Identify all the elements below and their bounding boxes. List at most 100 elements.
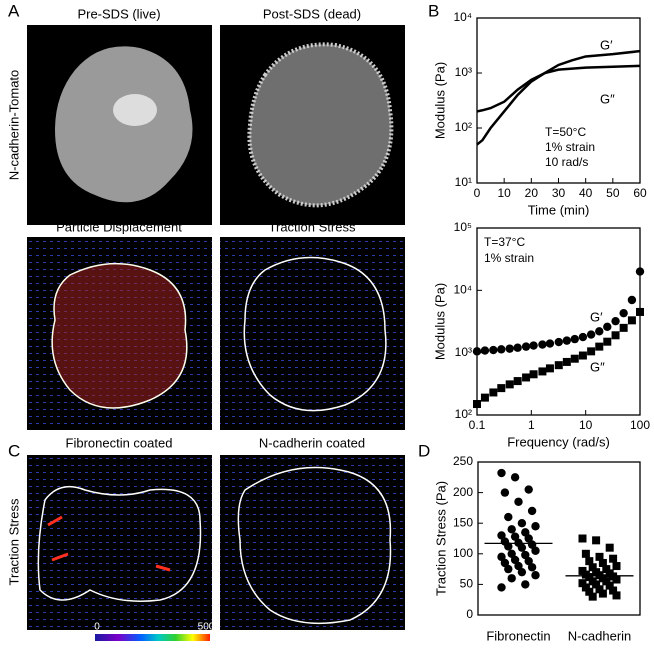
panel-label: B (428, 1, 439, 20)
point (507, 574, 516, 583)
x-tick-label: N-cadherin (568, 628, 632, 643)
vector-field (27, 455, 212, 630)
point (527, 540, 537, 549)
point (505, 344, 514, 353)
image-panels (27, 25, 405, 641)
point (554, 337, 563, 347)
point (578, 534, 587, 543)
point (570, 354, 579, 363)
row-label: N-cadherin-Tomato (6, 70, 21, 181)
point (531, 546, 540, 555)
point (588, 563, 597, 572)
point (500, 558, 510, 568)
point (609, 554, 618, 563)
plot-frame (476, 227, 641, 416)
point (570, 334, 579, 344)
point (612, 562, 621, 571)
annotation: T=50°C (545, 125, 586, 139)
point (545, 339, 555, 348)
point (581, 583, 590, 592)
annotation: T=37°C (484, 235, 525, 249)
x-tick-label: 0.1 (469, 418, 486, 432)
y-tick-label: 150 (453, 515, 473, 529)
point (612, 575, 621, 584)
image-title: Particle Displacement (56, 219, 182, 234)
point (521, 528, 530, 537)
point (507, 525, 516, 534)
point (554, 361, 563, 370)
x-tick-label: 10 (497, 186, 511, 200)
y-tick-label: 10³ (455, 345, 472, 359)
point (524, 534, 533, 543)
point (497, 384, 506, 393)
point (497, 552, 506, 562)
point (480, 393, 489, 402)
series-label: G″ (590, 359, 605, 374)
point (585, 587, 594, 596)
point (545, 364, 554, 373)
point (521, 580, 530, 589)
point (595, 327, 604, 336)
point (592, 536, 601, 545)
point (514, 561, 523, 571)
cell-outline (51, 262, 188, 409)
point (517, 567, 527, 577)
cell-outline (237, 466, 392, 625)
y-tick-label: 100 (453, 546, 473, 560)
image-title: Traction Stress (269, 219, 356, 234)
point (497, 531, 506, 540)
y-tick-label: 10² (455, 407, 472, 421)
point (602, 577, 611, 586)
point (586, 330, 596, 339)
colorbar-label: 500 (198, 622, 215, 633)
point (603, 337, 612, 346)
point (527, 506, 537, 516)
panel-label: A (8, 1, 20, 20)
point (513, 377, 522, 386)
point (619, 308, 628, 318)
x-tick-label: 10 (579, 418, 593, 432)
point (636, 307, 644, 316)
y-axis-label: Modulus (Pa) (432, 62, 447, 139)
point (595, 342, 604, 351)
point (489, 388, 498, 397)
arrows (47, 515, 171, 572)
point (497, 345, 506, 354)
vector-field (220, 237, 405, 430)
point (507, 549, 516, 558)
point (588, 592, 597, 601)
x-axis-label: Time (min) (528, 202, 590, 217)
point (602, 565, 611, 574)
series-label: G″ (600, 91, 615, 106)
point (489, 345, 498, 355)
point (609, 586, 618, 595)
y-tick-label: 10² (455, 120, 472, 134)
point (605, 581, 614, 590)
point (612, 591, 621, 600)
y-tick-label: 10⁵ (454, 220, 472, 234)
point (585, 573, 594, 582)
point (510, 555, 520, 565)
point (497, 468, 506, 478)
point (611, 316, 620, 326)
y-axis-label: Traction Stress (Pa) (433, 481, 448, 596)
x-tick-label: 50 (606, 186, 620, 200)
point (598, 589, 607, 598)
point (587, 347, 596, 356)
point (504, 564, 513, 574)
point (497, 583, 506, 592)
point (529, 370, 538, 379)
point (562, 336, 572, 345)
cell-outline (37, 485, 202, 602)
point (578, 351, 587, 360)
panel-label: C (8, 441, 20, 460)
plot-frame (477, 461, 641, 616)
image-title: Post-SDS (dead) (263, 6, 361, 21)
panel-label: D (418, 441, 430, 460)
cell (247, 42, 394, 208)
point (585, 557, 594, 566)
point (578, 579, 587, 588)
point (578, 332, 588, 342)
point (581, 549, 590, 558)
